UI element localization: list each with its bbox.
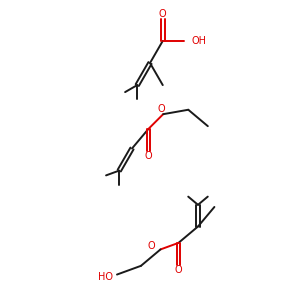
Text: O: O [175,265,182,275]
Text: O: O [145,151,152,161]
Text: HO: HO [98,272,113,282]
Text: O: O [159,9,166,19]
Text: O: O [158,104,166,114]
Text: O: O [148,242,155,251]
Text: OH: OH [192,36,207,46]
